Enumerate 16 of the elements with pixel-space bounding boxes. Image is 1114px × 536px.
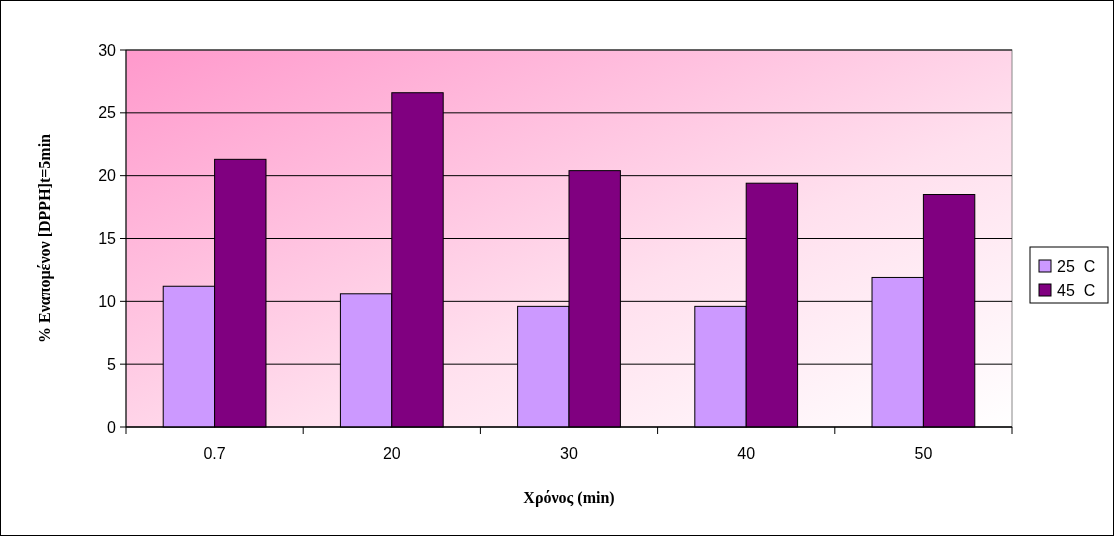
x-tick-label: 0.7 [203, 445, 226, 462]
y-axis-title: % Εναπομένον [DPPH]t=5min [36, 133, 54, 344]
y-tick-label: 30 [98, 41, 117, 59]
legend-label: 45 C [1057, 281, 1096, 299]
x-tick-label: 20 [382, 445, 401, 462]
legend-label: 25 C [1057, 257, 1096, 275]
y-tick-label: 15 [98, 230, 117, 248]
y-tick-label: 25 [98, 104, 117, 122]
y-tick-label: 0 [107, 418, 117, 436]
y-tick-label: 5 [107, 355, 117, 373]
y-tick-label: 10 [98, 292, 117, 310]
x-tick-label: 30 [560, 445, 578, 462]
x-axis-title: Χρόνος (min) [523, 489, 615, 507]
x-tick-label: 40 [737, 445, 756, 462]
x-tick-label: 50 [914, 445, 933, 462]
y-tick-label: 20 [98, 167, 117, 185]
